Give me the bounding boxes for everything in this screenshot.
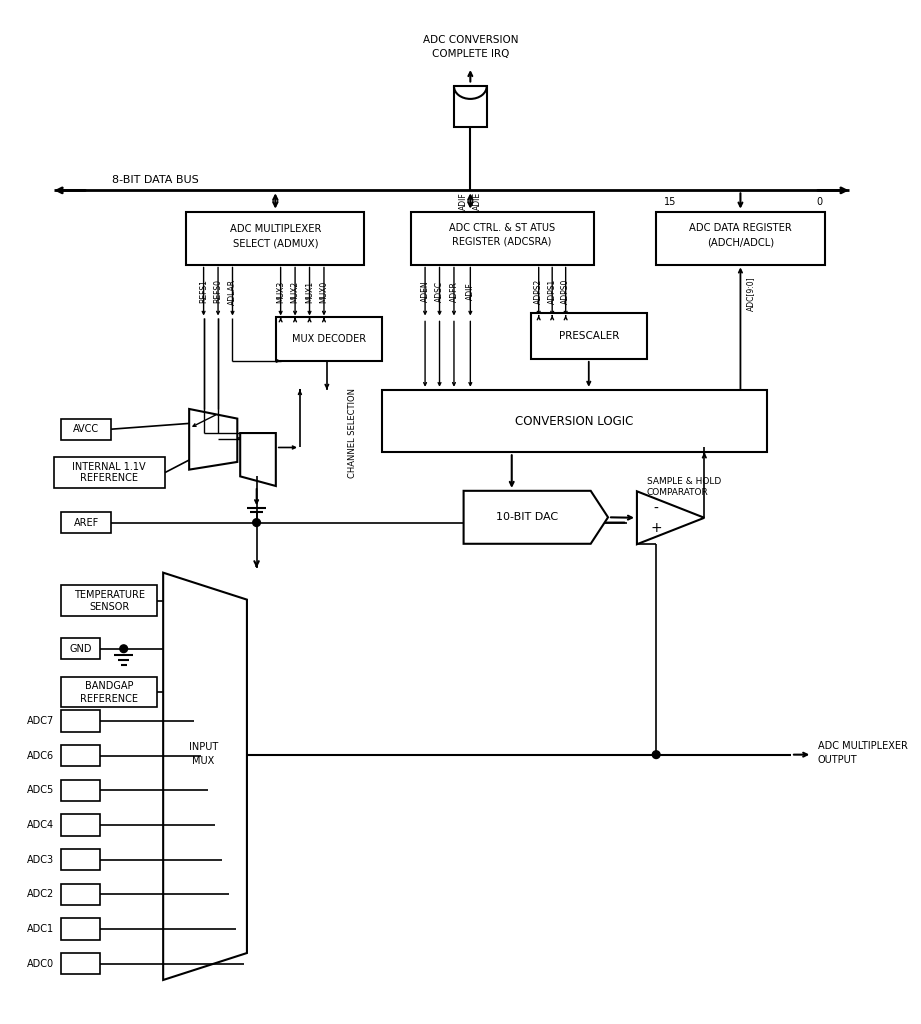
Bar [61, 919, 99, 940]
Text: CONVERSION LOGIC: CONVERSION LOGIC [515, 415, 634, 427]
Bar [454, 86, 486, 127]
Text: INTERNAL 1.1V: INTERNAL 1.1V [73, 462, 146, 472]
Text: ADC CTRL. & ST ATUS: ADC CTRL. & ST ATUS [449, 223, 555, 232]
Text: MUX2: MUX2 [291, 281, 299, 302]
Text: ADC4: ADC4 [28, 820, 54, 830]
Circle shape [652, 751, 660, 759]
Text: COMPARATOR: COMPARATOR [647, 488, 708, 498]
Text: MUX0: MUX0 [320, 281, 329, 303]
Text: -: - [654, 502, 659, 516]
Bar [275, 317, 381, 360]
Bar [61, 419, 111, 439]
Polygon shape [189, 409, 238, 470]
Text: +: + [650, 521, 662, 536]
Text: AVCC: AVCC [73, 424, 99, 434]
Text: ADC2: ADC2 [27, 889, 54, 899]
Bar [61, 711, 99, 731]
Bar [61, 779, 99, 801]
Bar [531, 312, 647, 358]
Text: TEMPERATURE: TEMPERATURE [74, 590, 145, 600]
Bar [61, 814, 99, 836]
Text: REFERENCE: REFERENCE [80, 694, 138, 703]
Text: MUX1: MUX1 [305, 281, 314, 302]
Polygon shape [240, 433, 275, 486]
Text: ADC5: ADC5 [27, 785, 54, 796]
Polygon shape [637, 492, 705, 545]
Text: ADPS1: ADPS1 [548, 279, 556, 304]
Bar [61, 585, 157, 616]
Text: COMPLETE IRQ: COMPLETE IRQ [432, 49, 509, 58]
Text: BANDGAP: BANDGAP [85, 681, 134, 691]
Text: 0: 0 [817, 197, 823, 207]
Text: (ADCH/ADCL): (ADCH/ADCL) [707, 238, 774, 248]
Text: ADC3: ADC3 [28, 855, 54, 864]
Bar [186, 212, 365, 264]
Text: ADC0: ADC0 [28, 958, 54, 969]
Bar [656, 212, 824, 264]
Text: ADC DATA REGISTER: ADC DATA REGISTER [689, 223, 792, 232]
Bar [61, 677, 157, 708]
Bar [61, 849, 99, 870]
Text: MUX: MUX [192, 757, 215, 766]
Text: SENSOR: SENSOR [89, 602, 129, 612]
Text: ADC7: ADC7 [27, 716, 54, 726]
Text: AREF: AREF [74, 517, 99, 527]
Text: REFS0: REFS0 [214, 280, 223, 303]
Bar [54, 457, 165, 487]
Text: ADIE: ADIE [472, 191, 482, 210]
Text: ADC[9:0]: ADC[9:0] [746, 276, 754, 310]
Text: ADIF: ADIF [459, 193, 468, 210]
Polygon shape [463, 490, 608, 544]
Text: INPUT: INPUT [189, 742, 218, 752]
Text: CHANNEL SELECTION: CHANNEL SELECTION [348, 388, 357, 478]
Bar [411, 212, 594, 264]
Circle shape [120, 645, 127, 652]
Circle shape [252, 519, 261, 526]
Bar [381, 390, 767, 453]
Bar [61, 512, 111, 534]
Text: ADSC: ADSC [435, 281, 444, 302]
Text: ADPS2: ADPS2 [534, 279, 543, 304]
Bar [61, 638, 99, 659]
Bar [61, 884, 99, 905]
Text: ADEN: ADEN [421, 281, 429, 302]
Text: REGISTER (ADCSRA): REGISTER (ADCSRA) [452, 237, 552, 247]
Text: SELECT (ADMUX): SELECT (ADMUX) [233, 239, 318, 249]
Text: SAMPLE & HOLD: SAMPLE & HOLD [647, 477, 721, 485]
Text: OUTPUT: OUTPUT [818, 756, 857, 765]
Text: PRESCALER: PRESCALER [559, 331, 619, 341]
Text: GND: GND [69, 644, 91, 653]
Text: ADC1: ADC1 [28, 924, 54, 934]
Polygon shape [163, 572, 247, 980]
Bar [61, 953, 99, 974]
Text: REFS1: REFS1 [199, 280, 208, 303]
Text: ADC CONVERSION: ADC CONVERSION [423, 35, 519, 45]
Text: 10-BIT DAC: 10-BIT DAC [496, 512, 558, 522]
Text: ADC MULTIPLEXER: ADC MULTIPLEXER [229, 224, 321, 233]
Text: 15: 15 [663, 197, 676, 207]
Text: MUX3: MUX3 [276, 281, 286, 303]
Text: ADLAR: ADLAR [228, 279, 237, 304]
Bar [61, 745, 99, 766]
Text: 8-BIT DATA BUS: 8-BIT DATA BUS [112, 175, 199, 184]
Text: ADC6: ADC6 [28, 751, 54, 761]
Text: ADFR: ADFR [449, 281, 459, 302]
Text: MUX DECODER: MUX DECODER [292, 334, 366, 344]
Text: ADPS0: ADPS0 [561, 279, 570, 304]
Text: ADIF: ADIF [466, 283, 475, 300]
Text: ADC MULTIPLEXER: ADC MULTIPLEXER [818, 741, 908, 751]
Text: REFERENCE: REFERENCE [80, 473, 138, 483]
